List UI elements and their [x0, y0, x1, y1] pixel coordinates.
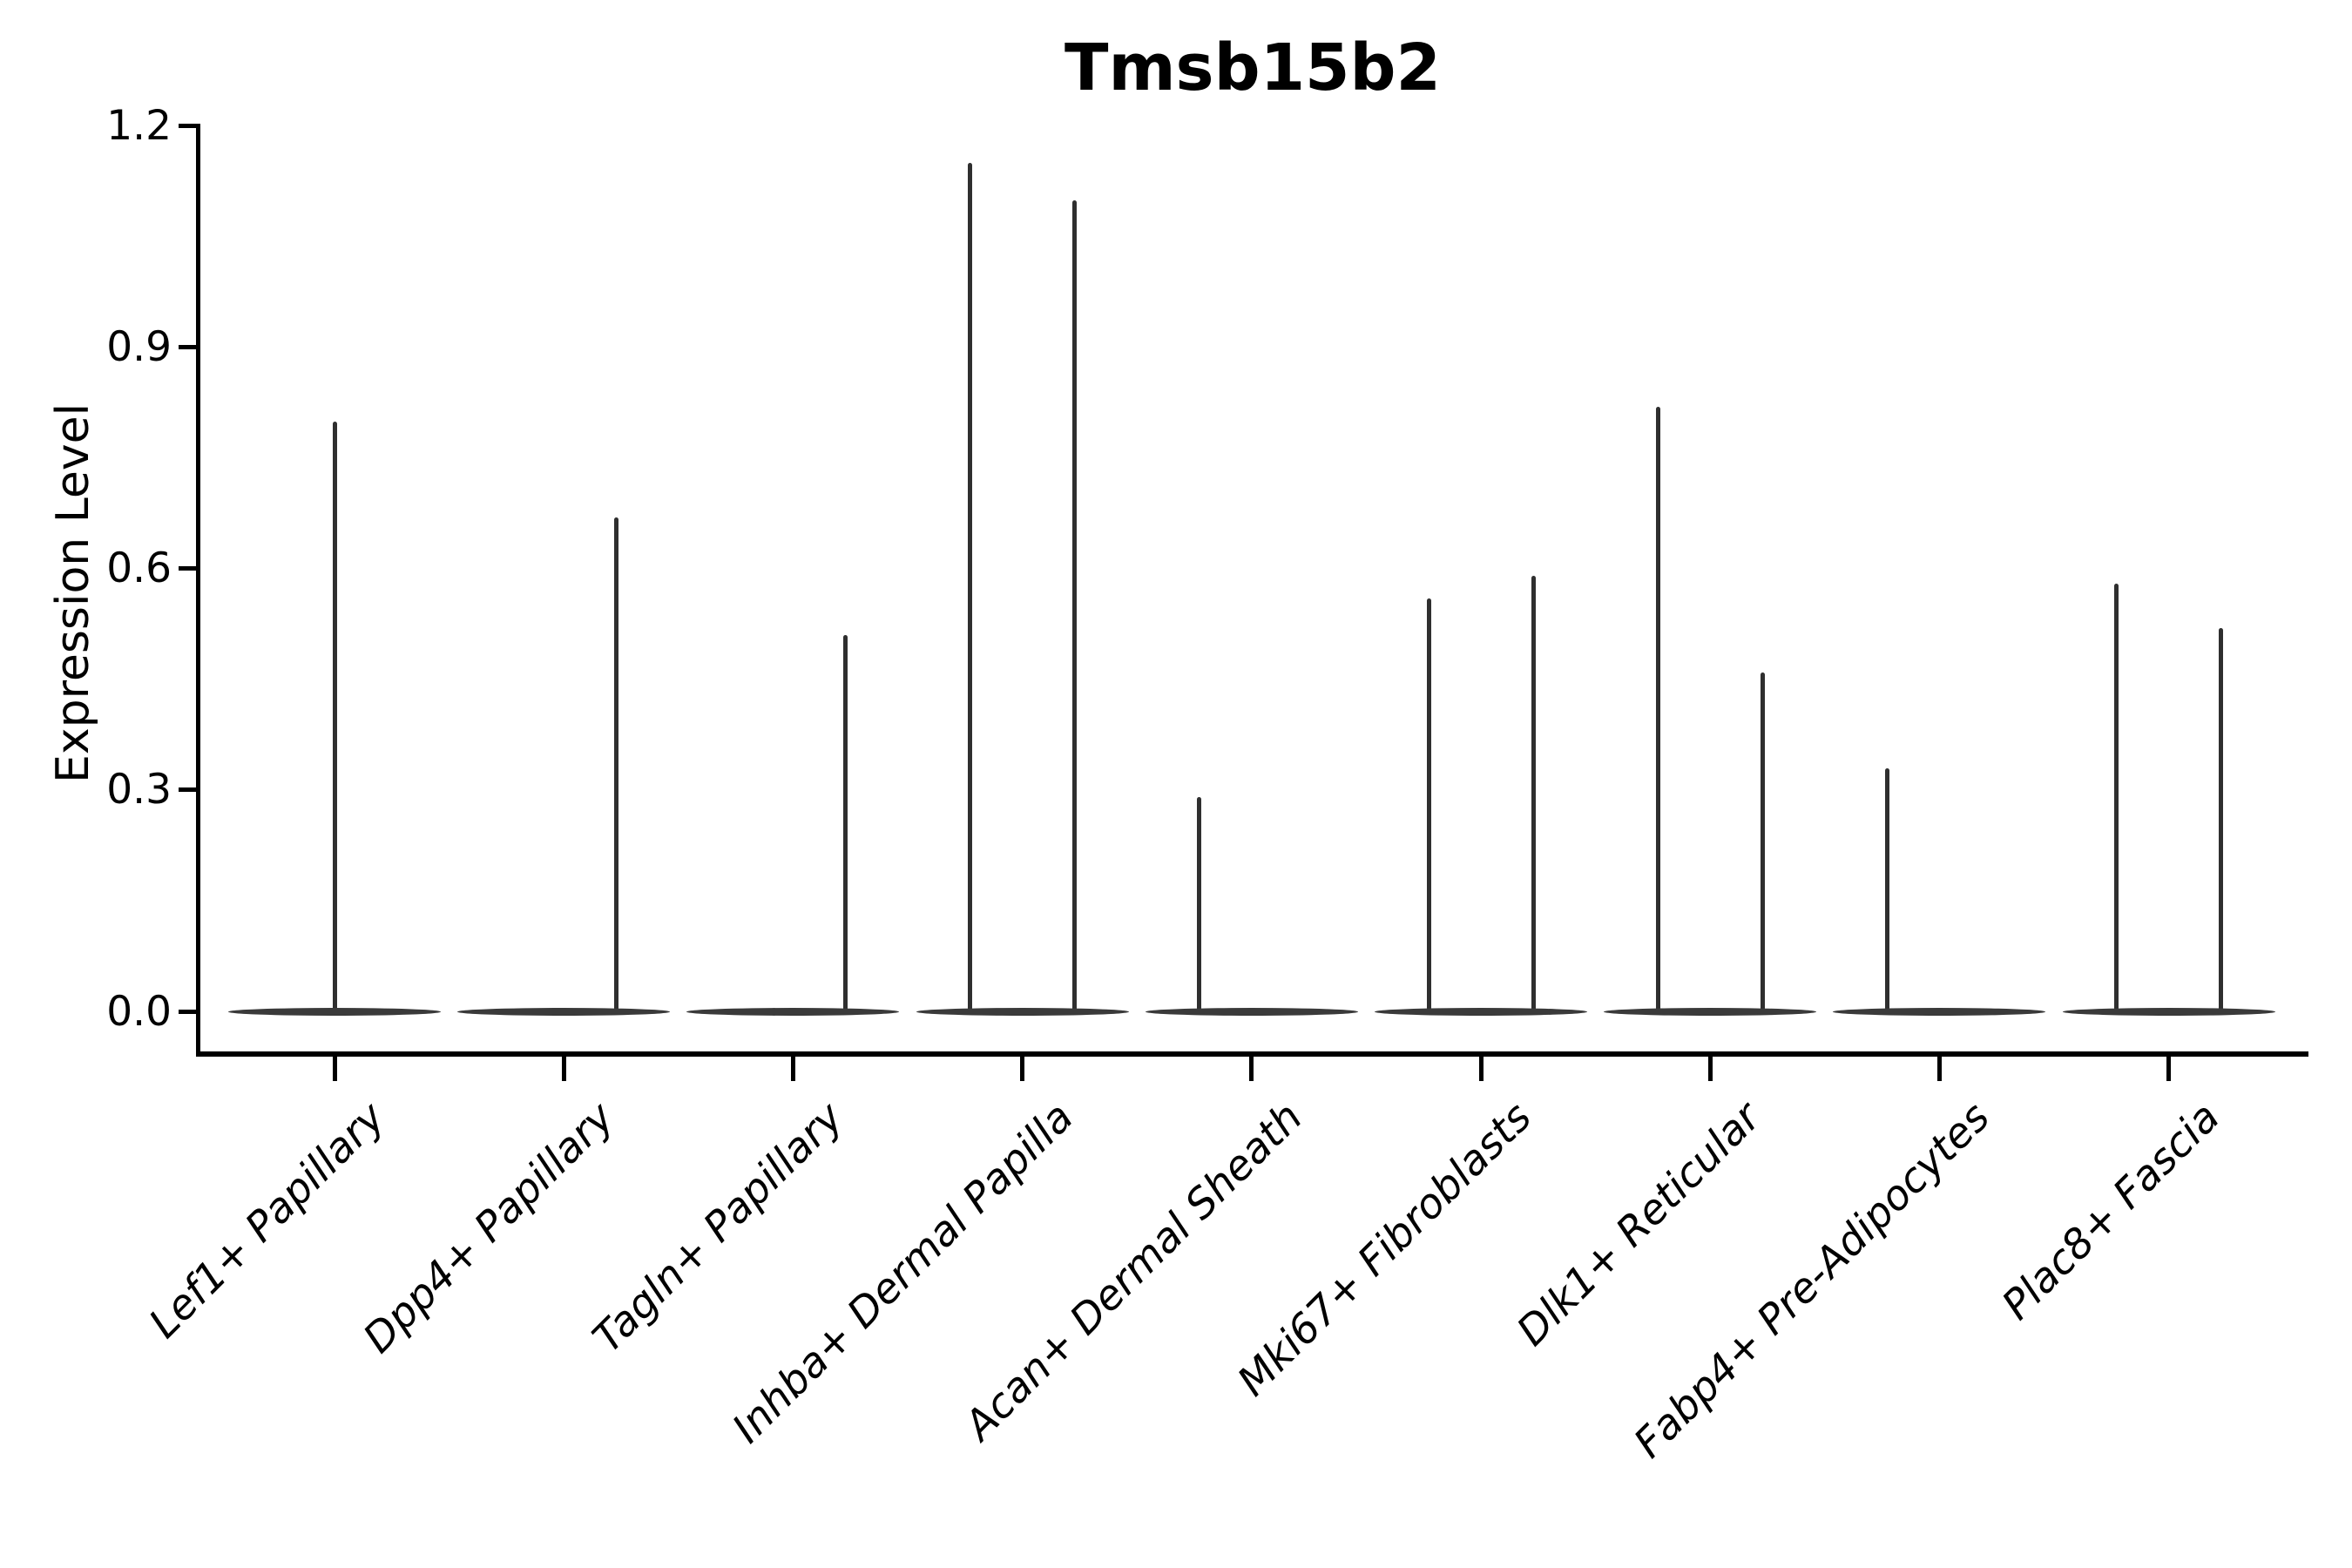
- violin-needle: [1072, 199, 1078, 1016]
- y-axis-tick-label: 0.3: [106, 766, 172, 814]
- violin-base: [1604, 1007, 1817, 1016]
- violin-needle: [968, 163, 973, 1016]
- y-axis-tick: [179, 345, 196, 350]
- y-axis-tick: [179, 124, 196, 129]
- y-axis-tick: [179, 787, 196, 793]
- x-axis-tick: [1249, 1057, 1254, 1081]
- violin-needle: [1655, 406, 1660, 1016]
- x-axis-tick: [790, 1057, 795, 1081]
- y-axis-tick-label: 0.6: [106, 544, 172, 593]
- violin-needle: [1426, 598, 1431, 1016]
- violin-needle: [332, 421, 337, 1016]
- violin-needle: [1884, 767, 1889, 1016]
- x-axis-tick: [1478, 1057, 1484, 1081]
- violin-base: [1145, 1007, 1358, 1016]
- violin-needle: [1197, 797, 1202, 1016]
- violin-base: [916, 1007, 1129, 1016]
- x-axis-tick: [1020, 1057, 1025, 1081]
- violin-base: [1375, 1007, 1587, 1016]
- x-axis-tick: [561, 1057, 566, 1081]
- violin-needle: [2114, 583, 2119, 1016]
- y-axis-tick-label: 0.9: [106, 323, 172, 372]
- x-axis-tick: [1707, 1057, 1713, 1081]
- y-axis-tick: [179, 566, 196, 571]
- violin-base: [686, 1007, 900, 1016]
- y-axis-tick-label: 0.0: [106, 987, 172, 1036]
- violin-needle: [1531, 576, 1536, 1016]
- violin-base: [228, 1007, 441, 1016]
- x-axis-spine: [196, 1051, 2308, 1057]
- y-axis-tick-label: 1.2: [106, 102, 172, 151]
- x-axis-tick: [1936, 1057, 1942, 1081]
- violin-needle: [2219, 627, 2224, 1016]
- chart-title: Tmsb15b2: [1064, 30, 1442, 105]
- x-axis-tick: [332, 1057, 337, 1081]
- violin-needle: [842, 635, 848, 1016]
- violin-needle: [613, 517, 618, 1016]
- violin-needle: [1760, 672, 1765, 1016]
- violin-base: [2062, 1007, 2275, 1016]
- y-axis-spine: [196, 124, 200, 1057]
- violin-base: [1833, 1007, 2046, 1016]
- x-axis-tick: [2166, 1057, 2172, 1081]
- violin-base: [457, 1007, 671, 1016]
- y-axis-tick: [179, 1009, 196, 1014]
